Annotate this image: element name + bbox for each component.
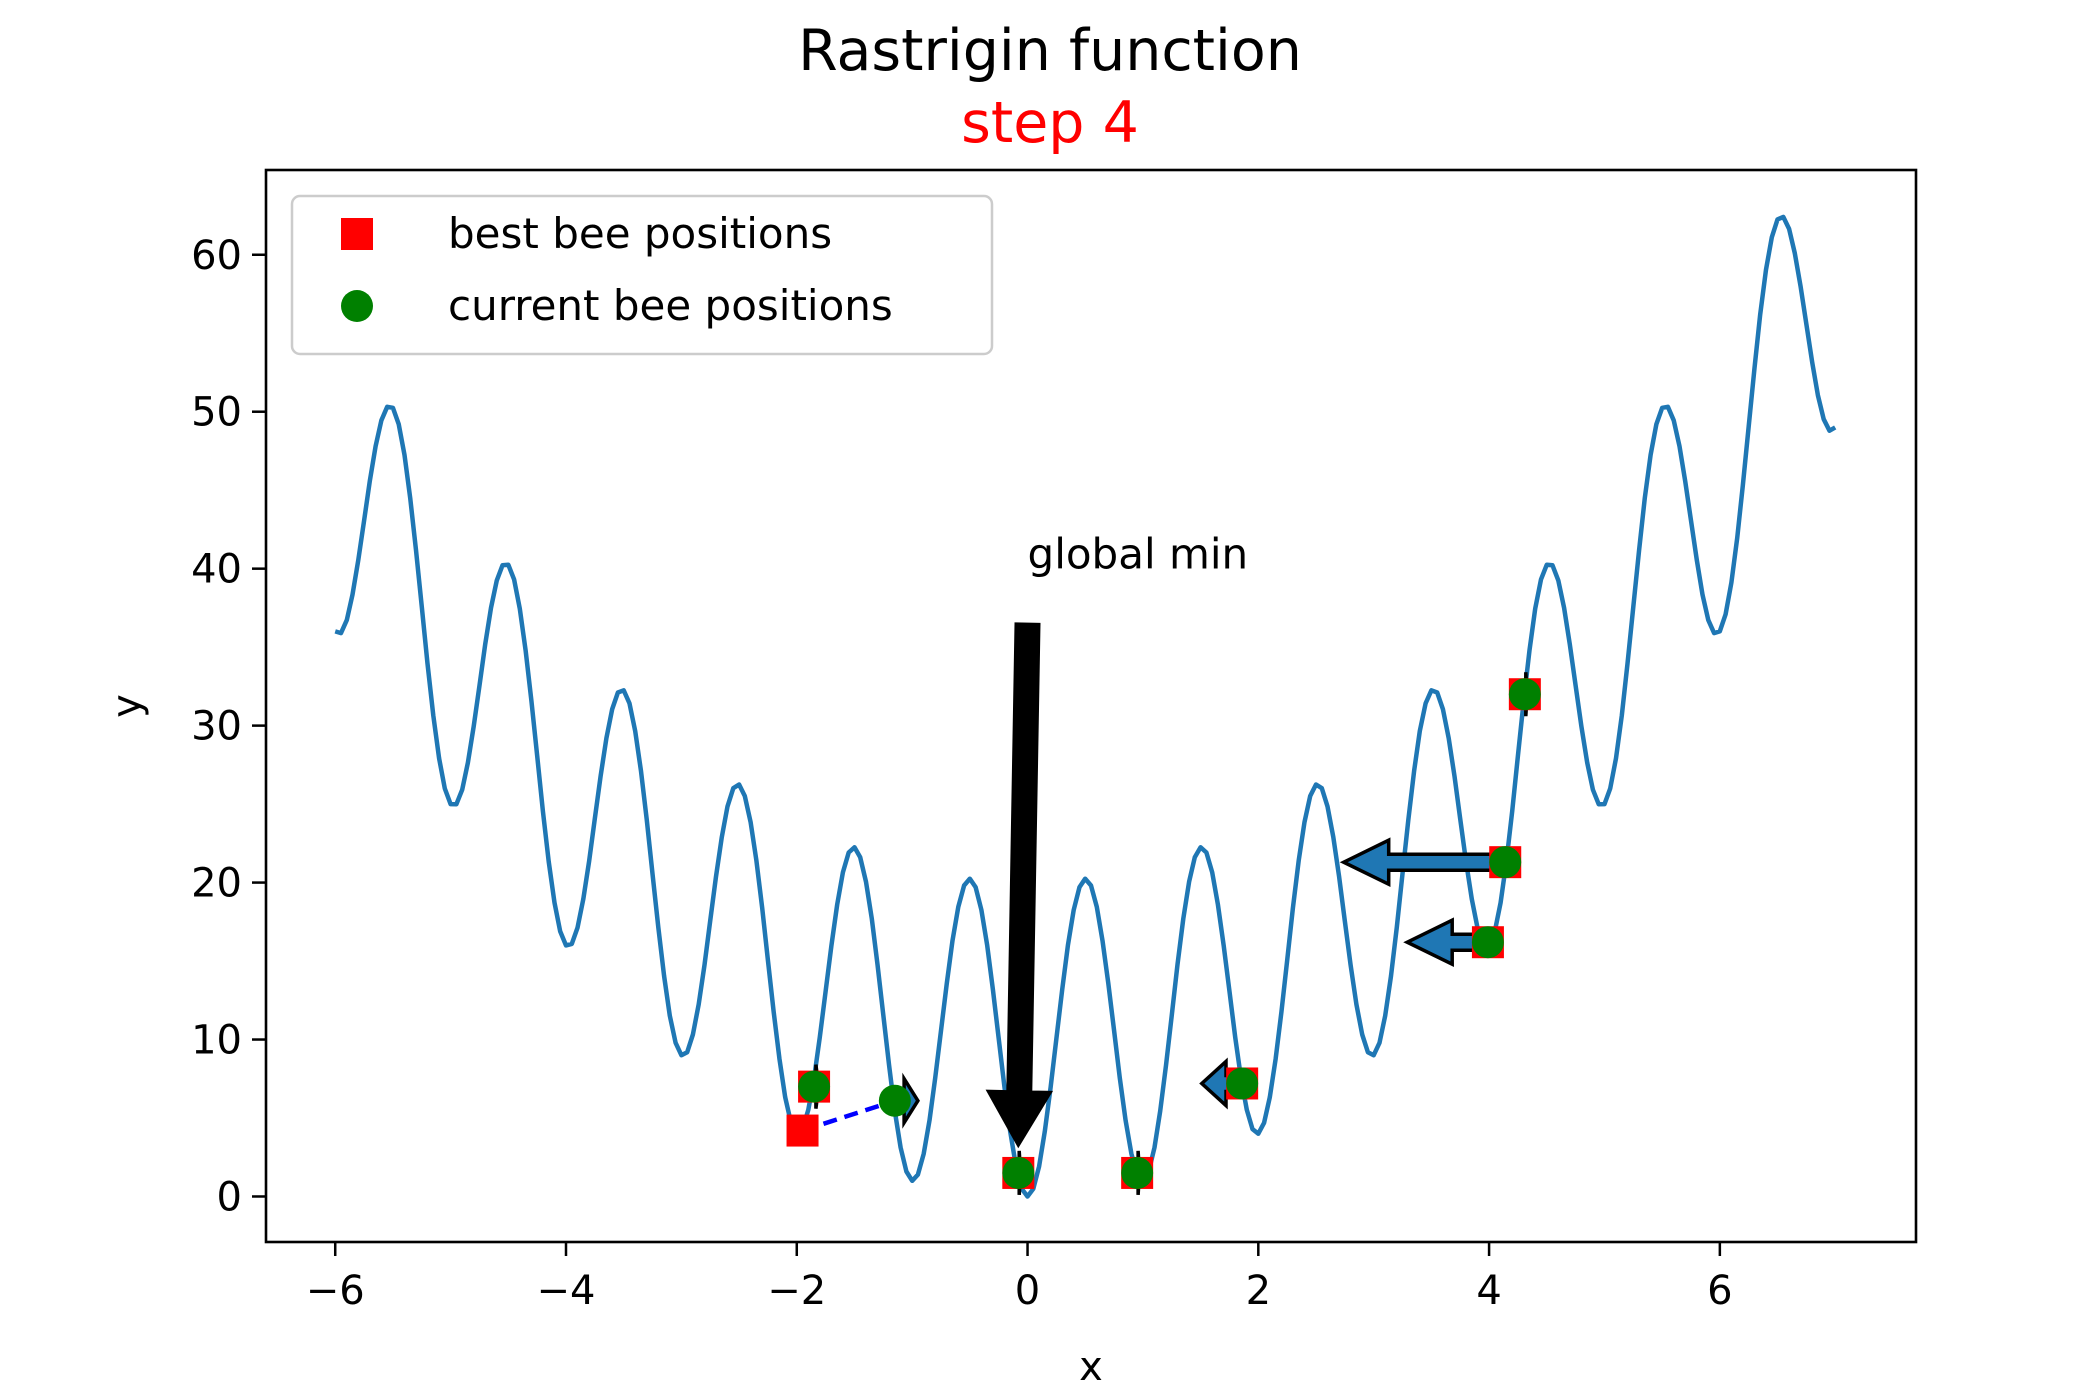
current-bee-marker [1226, 1067, 1259, 1100]
x-tick-label: 4 [1476, 1268, 1501, 1314]
legend-marker-best [341, 218, 373, 250]
current-bee-marker [1489, 846, 1522, 879]
x-tick-label: −2 [767, 1268, 826, 1314]
y-tick-label: 0 [217, 1174, 242, 1220]
current-bee-marker [1508, 678, 1541, 711]
y-tick-label: 50 [191, 390, 242, 436]
legend-label-current: current bee positions [448, 281, 893, 330]
legend-label-best: best bee positions [448, 209, 832, 258]
plot-frame [264, 168, 1918, 1244]
bee-move-line [801, 1098, 896, 1133]
chart-subtitle: step 4 [961, 90, 1139, 156]
x-tick-label: 6 [1707, 1268, 1732, 1314]
chart-title: Rastrigin function [798, 18, 1302, 84]
legend-marker-current [341, 290, 373, 322]
current-bee-marker [1471, 926, 1504, 959]
x-tick-label: −6 [306, 1268, 365, 1314]
y-tick-label: 40 [191, 547, 242, 593]
y-axis-label: y [104, 694, 150, 718]
rastrigin-curve [334, 214, 1837, 1199]
x-tick-label: 0 [1015, 1268, 1040, 1314]
current-bee-marker [798, 1070, 831, 1103]
y-tick-label: 60 [191, 233, 242, 279]
current-bee-marker [1002, 1156, 1035, 1189]
y-tick-label: 20 [191, 861, 242, 907]
y-tick-label: 30 [191, 704, 242, 750]
current-bee-marker [878, 1084, 911, 1117]
velocity-arrow [1339, 837, 1507, 888]
y-tick-label: 10 [191, 1018, 242, 1064]
legend: best bee positions current bee positions [290, 194, 994, 356]
global-min-label: global min [1028, 530, 1249, 579]
global-min-arrow [985, 622, 1054, 1149]
x-axis-label: x [1079, 1344, 1103, 1390]
x-tick-label: −4 [537, 1268, 596, 1314]
best-bee-marker [786, 1114, 819, 1147]
current-bee-marker [1121, 1156, 1154, 1189]
x-tick-label: 2 [1246, 1268, 1271, 1314]
legend-frame [290, 194, 994, 356]
